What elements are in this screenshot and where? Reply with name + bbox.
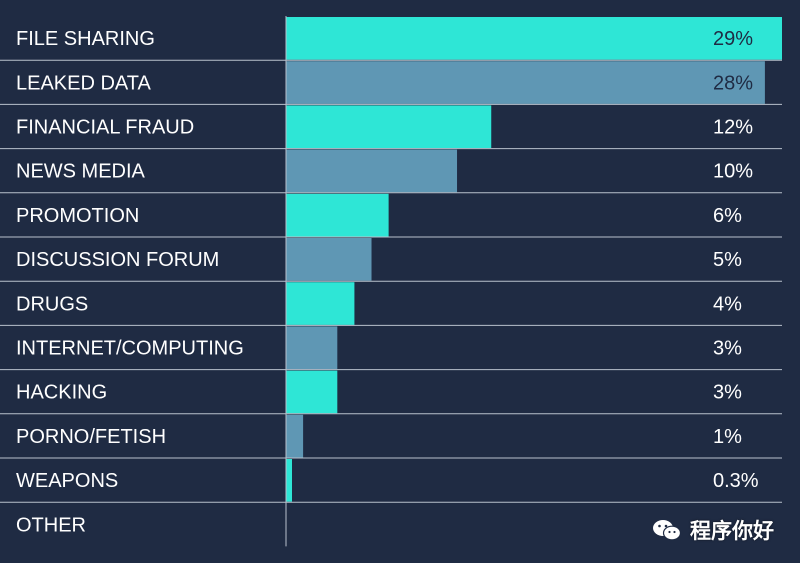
category-label: DISCUSSION FORUM: [16, 249, 219, 271]
bar: [286, 17, 782, 60]
bar: [286, 326, 338, 370]
bar: [286, 149, 458, 193]
bar: [286, 414, 304, 458]
bar: [286, 61, 765, 104]
category-label: INTERNET/COMPUTING: [16, 338, 244, 360]
value-label: 3%: [713, 338, 742, 360]
value-label: 3%: [713, 382, 742, 404]
value-label: 4%: [713, 293, 742, 315]
category-label: FINANCIAL FRAUD: [16, 117, 194, 139]
value-label: 5%: [713, 249, 742, 271]
watermark-text: 程序你好: [690, 519, 774, 543]
category-label: FILE SHARING: [16, 28, 155, 50]
category-label: DRUGS: [16, 293, 88, 315]
value-label: 0.3%: [713, 470, 759, 492]
value-label: 10%: [713, 161, 753, 183]
bar: [286, 459, 292, 502]
chart-rows: FILE SHARING 29% LEAKED DATA 28% FINANCIAL F…: [0, 16, 782, 547]
category-label: PORNO/FETISH: [16, 426, 166, 448]
value-label: 6%: [713, 205, 742, 227]
category-label: NEWS MEDIA: [16, 161, 146, 183]
category-label: LEAKED DATA: [16, 72, 152, 94]
watermark: 程序你好: [652, 515, 774, 545]
category-label: HACKING: [16, 382, 107, 404]
bar: [286, 105, 492, 149]
bar: [286, 282, 355, 325]
category-label: PROMOTION: [16, 205, 139, 227]
value-label: 29%: [713, 28, 753, 50]
value-label: 12%: [713, 117, 753, 139]
category-label: WEAPONS: [16, 470, 118, 492]
bar: [286, 238, 372, 281]
value-label: 1%: [713, 426, 742, 448]
bar: [286, 193, 389, 237]
category-label: OTHER: [16, 514, 86, 536]
value-label: 28%: [713, 72, 753, 94]
bar: [286, 370, 338, 414]
wechat-icon: [653, 520, 682, 541]
